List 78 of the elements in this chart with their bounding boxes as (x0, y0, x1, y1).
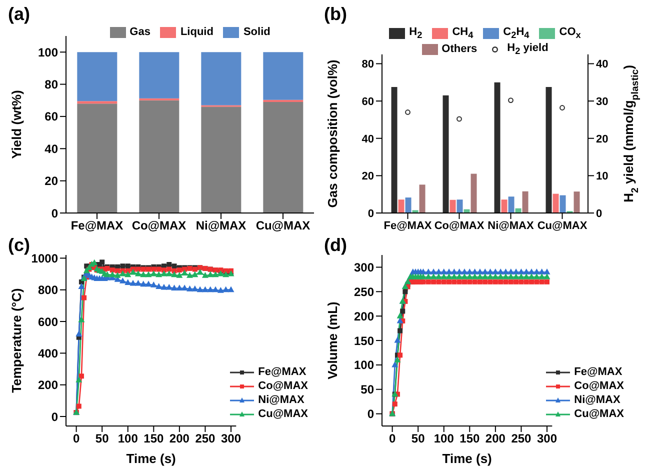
y2-tick-label: 30 (596, 96, 608, 108)
x-tick-label: Fe@MAX (384, 220, 432, 232)
legend-label: Fe@MAX (258, 366, 306, 378)
chart-title: (a) (8, 4, 30, 25)
legend-label: Gas (130, 26, 150, 38)
x-tick-label: 150 (144, 432, 164, 446)
y-tick-label: 100 (38, 45, 58, 60)
x-tick-label: 100 (118, 432, 138, 446)
y-tick-label: 0 (51, 410, 58, 424)
y2-tick-label: 0 (596, 208, 602, 220)
x-axis-title: Time (s) (126, 451, 176, 466)
y-tick-label: 20 (44, 174, 58, 188)
legend-label: Ni@MAX (258, 394, 304, 406)
y-tick-label: 100 (354, 358, 374, 372)
y-tick-label: 80 (362, 58, 374, 71)
y-tick-label: 40 (362, 133, 374, 146)
y-tick-label: 1000 (31, 251, 58, 266)
y-tick-label: 300 (354, 260, 374, 274)
chart-title: (c) (8, 235, 30, 256)
y-tick-label: 250 (354, 284, 374, 299)
y-tick-label: 60 (44, 110, 58, 124)
legend-label: Co@MAX (258, 380, 308, 392)
x-tick-label: 300 (536, 432, 558, 446)
y-tick-label: 200 (38, 378, 58, 392)
chart-title: (d) (324, 235, 347, 256)
x-tick-label: Ni@MAX (196, 218, 246, 233)
x-tick-label: Cu@MAX (537, 220, 588, 232)
y-tick-label: 50 (360, 382, 374, 397)
legend-label: H$_{2}$ yield (507, 42, 548, 56)
legend-label: Fe@MAX (574, 366, 622, 378)
x-axis-title: Time (s) (442, 451, 492, 466)
y-tick-label: 20 (362, 170, 374, 183)
legend-label: Others (442, 43, 478, 56)
y-axis-title: Yield (wt%) (9, 90, 24, 159)
y2-tick-label: 10 (596, 170, 608, 183)
x-tick-label: Fe@MAX (70, 218, 124, 233)
legend-label: CO$_{x}$ (559, 26, 581, 40)
y-tick-label: 60 (362, 96, 374, 108)
chart-title: (b) (324, 4, 347, 25)
x-tick-label: 0 (72, 432, 80, 446)
x-tick-label: 100 (434, 432, 454, 446)
legend-label: Ni@MAX (574, 394, 620, 406)
legend-label: C$_{2}$H$_{4}$ (503, 26, 530, 40)
y-axis-title: Gas composition (vol%) (325, 60, 340, 208)
y2-tick-label: 20 (596, 133, 608, 146)
y-tick-label: 0 (51, 206, 58, 220)
legend-label: H$_{2}$ (409, 26, 422, 40)
y-tick-label: 600 (38, 314, 58, 329)
y-axis-title: Temperature (°C) (9, 288, 24, 393)
y-tick-label: 40 (44, 142, 58, 156)
x-tick-label: Ni@MAX (488, 220, 534, 232)
legend-label: Cu@MAX (258, 408, 308, 420)
x-tick-label: 200 (169, 432, 190, 446)
legend-label: CH$_{4}$ (452, 26, 474, 40)
y-tick-label: 800 (38, 283, 58, 298)
x-tick-label: Co@MAX (434, 220, 485, 232)
y-tick-label: 400 (38, 346, 58, 360)
x-tick-label: 150 (460, 432, 480, 446)
x-tick-label: 300 (220, 432, 242, 446)
x-tick-label: Cu@MAX (256, 218, 310, 233)
y-tick-label: 0 (368, 208, 374, 220)
x-tick-label: 0 (388, 432, 396, 446)
legend-label: Solid (243, 26, 270, 38)
y-axis-title: Volume (mL) (325, 302, 340, 380)
y-tick-label: 0 (367, 407, 374, 422)
x-tick-label: 50 (95, 432, 110, 446)
y2-tick-label: 40 (596, 58, 608, 71)
y-tick-label: 150 (354, 334, 374, 348)
x-tick-label: 250 (511, 432, 532, 446)
x-tick-label: Co@MAX (132, 218, 186, 233)
x-tick-label: 200 (485, 432, 506, 446)
y-tick-label: 200 (354, 309, 374, 324)
legend-label: Cu@MAX (574, 408, 624, 420)
x-tick-label: 250 (195, 432, 216, 446)
legend-label: Co@MAX (574, 380, 624, 392)
legend-label: Liquid (180, 26, 214, 38)
y-tick-label: 80 (44, 78, 58, 92)
x-tick-label: 50 (411, 432, 426, 446)
